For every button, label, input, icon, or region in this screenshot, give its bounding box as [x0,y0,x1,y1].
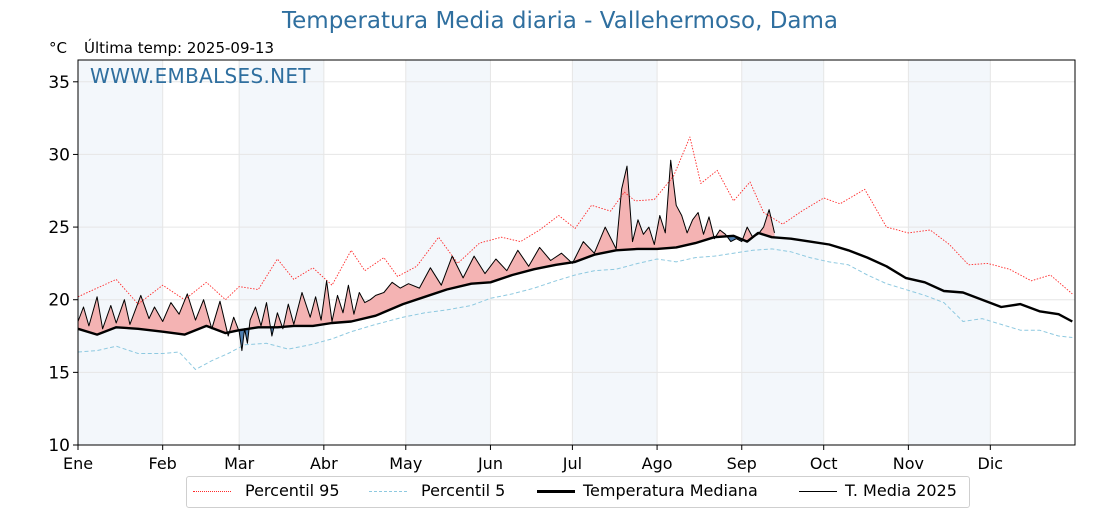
series-line-current [77,159,775,352]
series-lines [77,136,1073,370]
axes [77,59,1076,446]
month-band-sep [741,60,824,445]
legend-label-current: T. Media 2025 [845,481,957,500]
last-temp-label: Última temp: 2025-09-13 [84,39,275,57]
watermark-text: WWW.EMBALSES.NET [90,64,311,88]
x-tick-label-ene: Ene [63,454,93,473]
legend-label-median: Temperatura Mediana [583,481,758,500]
legend-swatch-median [537,490,575,493]
fill-above-median [78,160,775,335]
chart-title: Temperatura Media diaria - Vallehermoso,… [282,8,838,34]
x-tick-label-sep: Sep [727,454,757,473]
x-tick-label-feb: Feb [149,454,177,473]
x-tick-label-dic: Dic [978,454,1004,473]
x-tick-label-mar: Mar [224,454,255,473]
month-band-mar [239,60,324,445]
y-tick-label: 35 [48,73,70,93]
legend-label-p95: Percentil 95 [245,481,340,500]
y-unit-label: °C [49,39,67,57]
y-tick-label: 20 [48,291,70,311]
month-bands [78,60,991,445]
y-tick-label: 25 [48,218,70,238]
x-tick-label-nov: Nov [893,454,924,473]
plot-frame [77,59,1076,446]
x-tick-label-oct: Oct [810,454,838,473]
x-tick-label-abr: Abr [310,454,338,473]
x-tick-label-ago: Ago [642,454,673,473]
x-tick-label-may: May [389,454,422,473]
legend-label-p5: Percentil 5 [421,481,506,500]
legend: Percentil 95 Percentil 5 Temperatura Med… [186,476,970,508]
legend-swatch-p95 [193,491,231,492]
legend-swatch-current [799,491,837,492]
x-tick-labels: Ene Feb Mar Abr May Jun Jul Ago Sep Oct Nov Dic [63,445,1003,473]
y-tick-label: 30 [48,145,70,165]
x-tick-label-jun: Jun [477,454,503,473]
y-tick-labels: 10 15 20 25 30 35 [48,73,78,456]
month-band-may [405,60,491,445]
x-tick-label-jul: Jul [562,454,582,473]
legend-swatch-p5 [369,491,407,492]
y-tick-label: 10 [48,436,70,456]
deviation-fills [78,160,775,351]
series-line-p5 [77,248,1073,370]
y-tick-label: 15 [48,363,70,383]
series-line-p95 [77,136,1073,305]
month-band-ene [78,60,163,445]
month-band-nov [908,60,991,445]
